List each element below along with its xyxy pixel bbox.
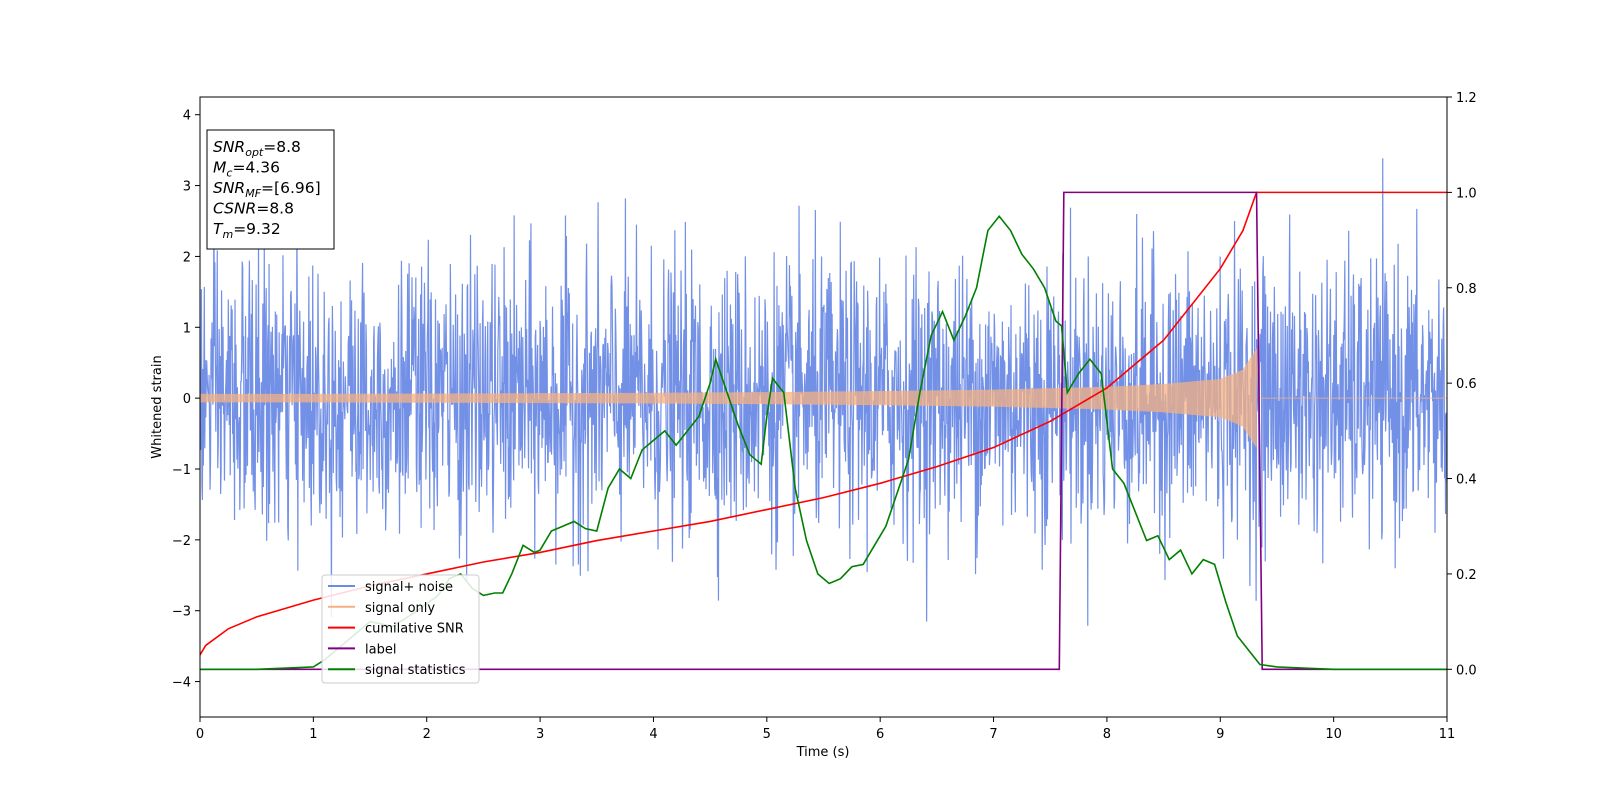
y-tick-label: 4	[183, 109, 191, 124]
y-tick-label: −3	[172, 605, 191, 620]
x-tick-label: 10	[1325, 727, 1342, 742]
info-line: SNRMF=[6.96]	[213, 179, 321, 200]
legend: signal+ noise signal only cumilative SNR la…	[321, 574, 480, 684]
y-tick-label: −4	[172, 676, 191, 691]
info-line: SNRopt=8.8	[213, 138, 301, 159]
y-tick-label: 0	[183, 392, 191, 407]
legend-label: cumilative SNR	[365, 622, 464, 637]
info-line: CSNR=8.8	[213, 200, 294, 218]
series-cumulative-snr	[200, 191, 1447, 656]
y-tick-label: 1	[183, 321, 191, 336]
plot-area	[200, 158, 1447, 671]
series-signal-statistics	[200, 214, 1447, 671]
y-tick-label: 3	[183, 180, 191, 195]
x-tick-label: 8	[1103, 727, 1111, 742]
info-line: Mc=4.36	[213, 159, 280, 180]
legend-label: signal only	[365, 601, 435, 616]
y2-tick-label: 0.0	[1456, 663, 1477, 678]
x-tick-label: 5	[763, 727, 771, 742]
legend-label: label	[365, 642, 396, 657]
y-axis-label: Whitened strain	[150, 355, 165, 458]
y2-tick-label: 1.0	[1456, 186, 1477, 201]
y-tick-label: −2	[172, 534, 191, 549]
y2-tick-label: 0.8	[1456, 282, 1477, 297]
x-tick-label: 6	[876, 727, 884, 742]
x-tick-label: 3	[536, 727, 544, 742]
x-axis-label: Time (s)	[796, 745, 850, 760]
y2-tick-label: 0.4	[1456, 473, 1477, 488]
info-box-frame	[206, 129, 335, 250]
legend-label: signal+ noise	[365, 580, 453, 595]
y-tick-label: 2	[183, 250, 191, 265]
y-tick-label: −1	[172, 463, 191, 478]
y2-tick-label: 0.6	[1456, 377, 1477, 392]
x-tick-label: 9	[1216, 727, 1224, 742]
series-signal-only	[200, 348, 1447, 448]
x-tick-label: 11	[1439, 727, 1456, 742]
legend-label: signal statistics	[365, 663, 466, 678]
plot-frame	[199, 96, 1448, 718]
x-tick-label: 1	[309, 727, 317, 742]
x-tick-label: 0	[196, 727, 204, 742]
legend-frame	[321, 574, 480, 684]
x-tick-label: 2	[423, 727, 431, 742]
axes: 0 1 2 3 4 5 6 7 8 9 10 11 −4 −3 −2 −1 0 1 2 3 4 0.0 0.2 0.4 0.6 0…	[172, 91, 1477, 742]
x-tick-label: 4	[649, 727, 657, 742]
series-label	[200, 191, 1447, 671]
info-line: Tm=9.32	[213, 220, 281, 241]
x-tick-label: 7	[989, 727, 997, 742]
y2-tick-label: 1.2	[1456, 91, 1477, 106]
y2-tick-label: 0.2	[1456, 568, 1477, 583]
